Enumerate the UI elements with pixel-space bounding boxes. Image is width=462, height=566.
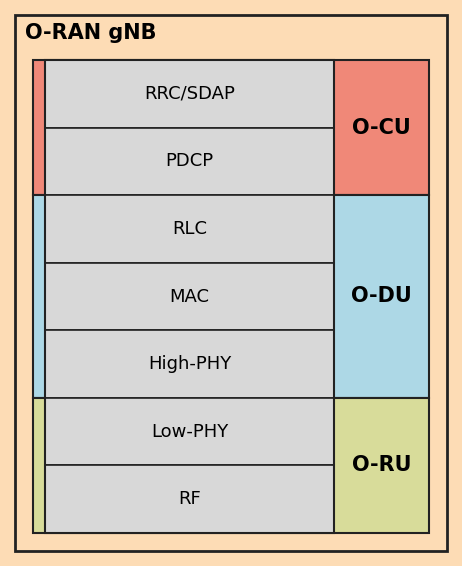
Text: RRC/SDAP: RRC/SDAP	[144, 85, 235, 103]
Text: O-RAN gNB: O-RAN gNB	[25, 23, 157, 43]
Bar	[33, 60, 429, 195]
Bar	[45, 465, 334, 533]
Bar	[45, 60, 334, 127]
Text: Low-PHY: Low-PHY	[151, 423, 228, 441]
Bar	[45, 331, 334, 398]
Text: MAC: MAC	[170, 288, 209, 306]
Text: O-RU: O-RU	[352, 456, 411, 475]
Text: PDCP: PDCP	[165, 152, 213, 170]
Bar	[45, 60, 334, 533]
Text: High-PHY: High-PHY	[148, 355, 231, 373]
Text: O-DU: O-DU	[351, 286, 412, 307]
Bar	[45, 127, 334, 195]
Bar	[45, 398, 334, 465]
Text: RF: RF	[178, 490, 201, 508]
Bar	[45, 263, 334, 331]
Bar	[33, 398, 429, 533]
Bar	[33, 195, 429, 398]
Text: O-CU: O-CU	[352, 118, 411, 138]
Bar	[45, 195, 334, 263]
Text: RLC: RLC	[172, 220, 207, 238]
